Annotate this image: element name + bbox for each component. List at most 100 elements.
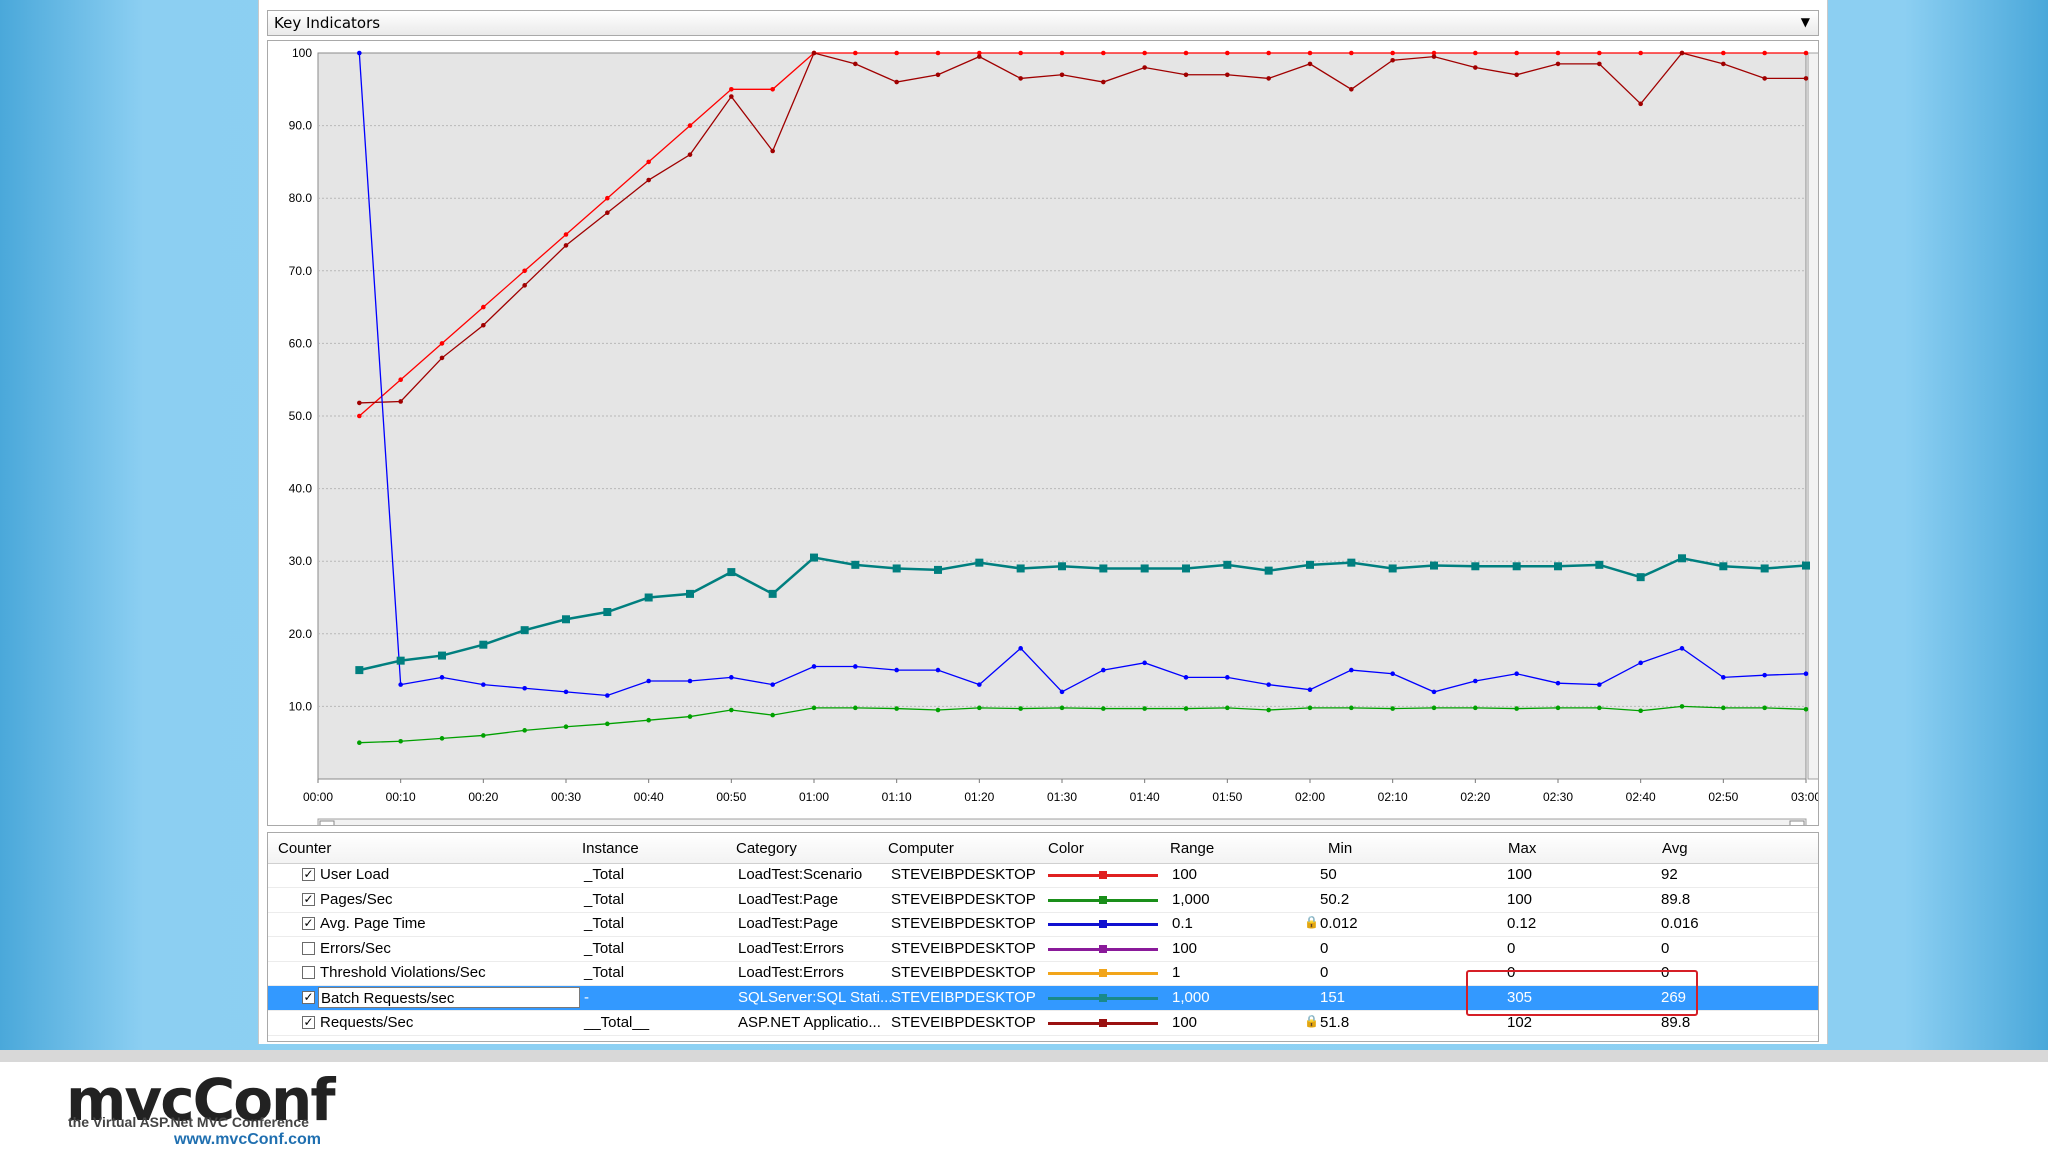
data-point	[605, 693, 610, 698]
column-header-range[interactable]: Range	[1170, 840, 1215, 857]
range-cell: 100	[1172, 866, 1198, 883]
counter-checkbox[interactable]: ✓	[302, 990, 315, 1004]
counter-checkbox[interactable]	[302, 966, 315, 980]
data-point	[398, 738, 403, 744]
data-point	[1555, 705, 1561, 711]
data-point	[646, 678, 651, 684]
data-point	[1266, 682, 1271, 687]
counter-checkbox[interactable]: ✓	[302, 891, 315, 906]
data-point	[851, 560, 860, 569]
data-point	[1390, 57, 1395, 63]
data-point	[1347, 558, 1356, 567]
range-cell: 100	[1172, 1013, 1198, 1031]
lock-icon: 🔒	[1304, 915, 1319, 930]
data-point	[1471, 562, 1480, 571]
column-header-category[interactable]: Category	[736, 840, 797, 857]
data-point	[977, 54, 982, 59]
table-row[interactable]: Threshold Violations/Sec _Total LoadTest:E…	[268, 961, 1818, 987]
color-swatch[interactable]	[1048, 871, 1158, 879]
data-point	[894, 706, 899, 711]
column-header-color[interactable]: Color	[1048, 840, 1084, 857]
dropdown-arrow-icon[interactable]: ▼	[1800, 15, 1810, 29]
data-point	[605, 195, 610, 201]
data-point	[811, 664, 817, 669]
data-point	[439, 736, 445, 741]
color-marker-icon	[1099, 920, 1107, 929]
column-header-instance[interactable]: Instance	[582, 840, 639, 857]
min-cell: 50.2	[1320, 890, 1350, 908]
data-point	[1595, 560, 1604, 569]
counter-checkbox[interactable]: ✓	[302, 867, 315, 881]
y-tick-label: 100	[292, 46, 312, 60]
x-tick-label: 01:30	[1047, 790, 1077, 804]
y-tick-label: 80.0	[289, 191, 313, 205]
computer-cell: STEVEIBPDESKTOP	[891, 1013, 1036, 1031]
counter-name: Threshold Violations/Sec	[320, 964, 486, 982]
table-row[interactable]: ✓ Requests/Sec __Total__ ASP.NET Applicatio…	[268, 1011, 1818, 1036]
color-swatch[interactable]	[1048, 895, 1158, 904]
data-point	[481, 304, 486, 310]
color-marker-icon	[1099, 969, 1107, 978]
min-cell: 50	[1320, 866, 1337, 883]
graph-selector[interactable]: Key Indicators ▼	[267, 10, 1819, 36]
data-point	[1058, 562, 1066, 571]
chart-canvas: 100 90.0 80.0 70.0 60.0 50.0 40.0 30.0 20.0 10.0 0…	[289, 46, 1818, 825]
data-point	[1018, 76, 1023, 81]
data-point	[687, 714, 693, 719]
color-swatch[interactable]	[1048, 969, 1158, 978]
data-point	[1349, 50, 1354, 56]
color-swatch[interactable]	[1048, 920, 1158, 929]
data-point	[398, 377, 403, 383]
counter-edit-box[interactable]: Batch Requests/sec	[318, 987, 580, 1008]
data-point	[1719, 562, 1728, 571]
table-row[interactable]: ✓ User Load _Total LoadTest:Scenario STEVEIB…	[268, 863, 1818, 888]
data-point	[1142, 660, 1147, 666]
category-cell: ASP.NET Applicatio...	[738, 1013, 881, 1031]
data-point	[1679, 50, 1685, 56]
data-point	[1431, 50, 1437, 56]
data-point	[894, 50, 899, 56]
counter-name: Errors/Sec	[320, 939, 391, 957]
color-swatch[interactable]	[1048, 944, 1158, 953]
computer-cell: STEVEIBPDESKTOP	[891, 939, 1036, 957]
counter-checkbox[interactable]: ✓	[302, 916, 315, 931]
max-cell: 305	[1507, 989, 1533, 1006]
data-point	[934, 565, 942, 574]
color-swatch[interactable]	[1048, 994, 1158, 1002]
data-point	[605, 721, 610, 727]
column-header-avg[interactable]: Avg	[1662, 840, 1688, 857]
color-swatch[interactable]	[1048, 1018, 1158, 1027]
max-cell: 0	[1507, 964, 1516, 982]
avg-cell: 269	[1661, 989, 1687, 1006]
x-tick-label: 02:20	[1460, 790, 1490, 804]
data-point	[357, 740, 362, 745]
category-cell: SQLServer:SQL Stati...	[738, 989, 893, 1006]
table-row[interactable]: ✓ Batch Requests/sec - SQLServer:SQL Stati.…	[268, 986, 1818, 1011]
data-point	[853, 664, 858, 669]
color-marker-icon	[1099, 871, 1107, 879]
range-cell: 1,000	[1172, 989, 1210, 1006]
data-point	[729, 675, 734, 680]
data-point	[355, 666, 364, 675]
data-point	[1101, 79, 1106, 85]
computer-cell: STEVEIBPDESKTOP	[891, 866, 1036, 883]
column-header-counter[interactable]: Counter	[278, 840, 332, 857]
table-row[interactable]: ✓ Avg. Page Time _Total LoadTest:Page STEVEI…	[268, 912, 1818, 938]
column-header-max[interactable]: Max	[1508, 840, 1537, 857]
scroll-thumb-left	[319, 820, 335, 825]
data-point	[1349, 667, 1354, 673]
x-tick-label: 01:00	[799, 790, 829, 804]
column-header-min[interactable]: Min	[1328, 840, 1353, 857]
table-row[interactable]: ✓ Pages/Sec _Total LoadTest:Page STEVEIBPDES…	[268, 888, 1818, 913]
counter-checkbox[interactable]: ✓	[302, 1014, 315, 1029]
column-header-computer[interactable]: Computer	[888, 840, 954, 857]
counter-checkbox[interactable]	[302, 941, 315, 955]
x-tick-label: 00:10	[386, 790, 416, 804]
data-point	[522, 283, 527, 288]
data-point	[1182, 564, 1190, 573]
data-point	[1388, 564, 1397, 573]
x-tick-label: 01:10	[882, 790, 912, 804]
avg-cell: 0	[1661, 964, 1670, 982]
data-point	[481, 733, 486, 738]
table-row[interactable]: Errors/Sec _Total LoadTest:Errors STEVEIBPD…	[268, 937, 1818, 962]
